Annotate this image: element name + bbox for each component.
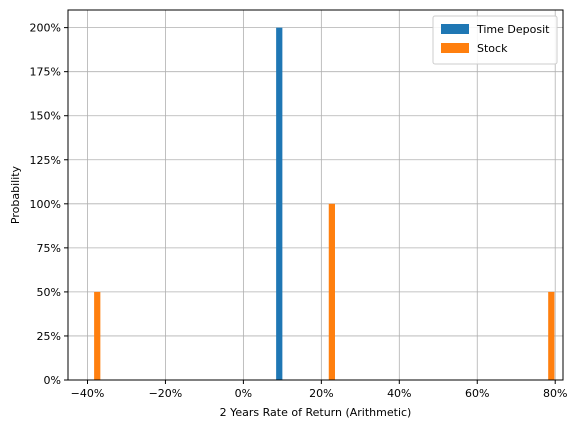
x-tick-label: 0% (235, 387, 252, 400)
x-tick-label: −20% (149, 387, 183, 400)
y-tick-label: 200% (30, 22, 61, 35)
bar (276, 27, 283, 380)
x-axis-label: 2 Years Rate of Return (Arithmetic) (220, 406, 412, 419)
y-tick-label: 100% (30, 198, 61, 211)
bar (328, 203, 335, 380)
ticks: −40% −20% 0% 20% 40% 60% 80% 0% 25% 50% 75% 100% 125… (30, 22, 568, 400)
x-tick-label: 20% (309, 387, 333, 400)
legend-swatch (441, 24, 469, 34)
x-tick-label: 80% (543, 387, 567, 400)
x-tick-label: 40% (387, 387, 411, 400)
y-tick-label: 75% (37, 242, 61, 255)
plot-frame (67, 9, 564, 381)
y-axis-label: Probability (9, 165, 22, 224)
bar (548, 291, 555, 380)
bar (94, 291, 101, 380)
legend: Time Deposit Stock (432, 15, 558, 65)
legend-label: Stock (477, 42, 508, 55)
legend-label: Time Deposit (476, 23, 550, 36)
y-tick-label: 175% (30, 66, 61, 79)
bars (94, 27, 555, 380)
y-tick-label: 50% (37, 286, 61, 299)
y-tick-label: 0% (44, 374, 61, 387)
y-tick-label: 125% (30, 154, 61, 167)
x-tick-label: 60% (465, 387, 489, 400)
x-tick-label: −40% (71, 387, 105, 400)
y-tick-label: 25% (37, 330, 61, 343)
legend-swatch (441, 43, 469, 53)
y-tick-label: 150% (30, 110, 61, 123)
